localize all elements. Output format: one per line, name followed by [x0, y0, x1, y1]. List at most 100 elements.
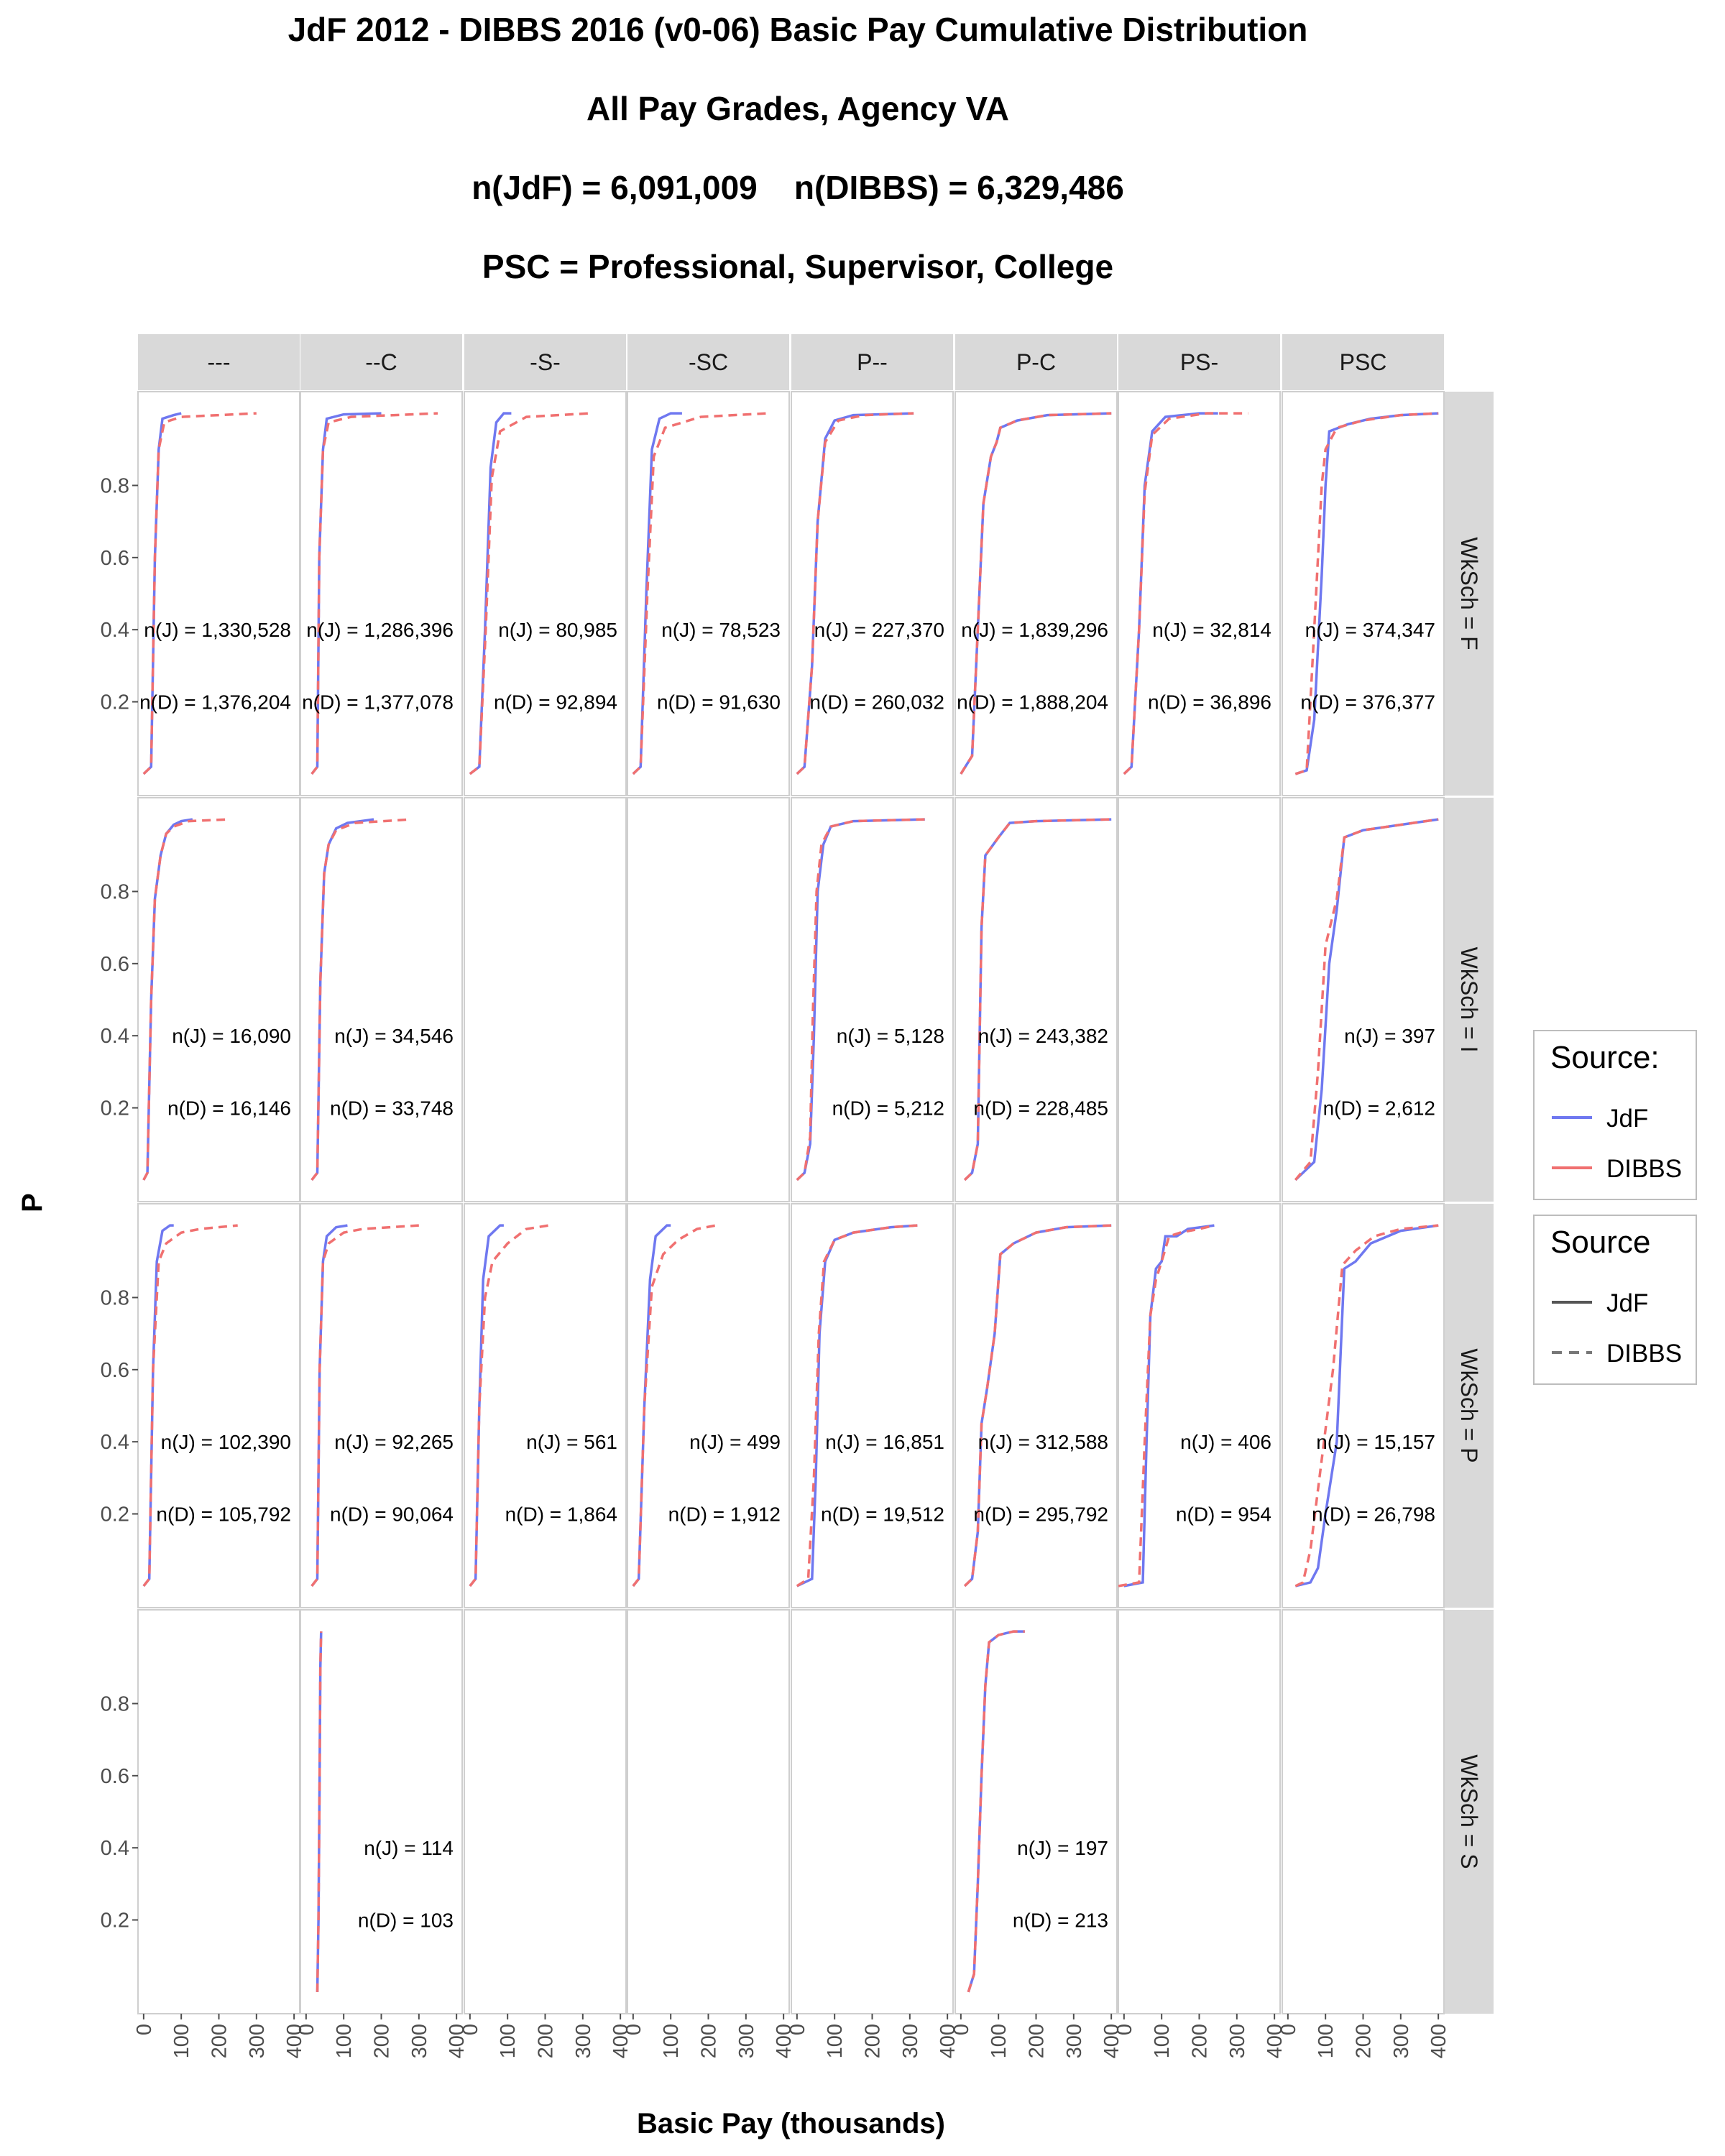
y-tick-label-3-2: 0.6 [101, 1765, 129, 1788]
col-strip-3 [627, 334, 789, 390]
n-dibbs-label-0-2: n(D) = 92,894 [494, 691, 617, 714]
n-jdf-label-2-0: n(J) = 102,390 [161, 1431, 291, 1453]
panel-3-6 [1118, 1609, 1281, 2014]
col-strip-label-4: P-- [857, 349, 888, 375]
dibbs-curve-3-1 [316, 1631, 323, 1992]
panel-0-7 [1282, 391, 1445, 796]
panel-0-2 [464, 391, 627, 796]
y-tick-label-2-0: 0.2 [101, 1503, 129, 1526]
x-tick-label-3-4: 400 [773, 2024, 796, 2058]
x-axis-title: Basic Pay (thousands) [637, 2108, 945, 2139]
n-jdf-label-0-2: n(J) = 80,985 [498, 619, 617, 641]
y-tick-label-3-1: 0.4 [101, 1837, 129, 1860]
n-jdf-label-0-5: n(J) = 1,839,296 [961, 619, 1108, 641]
y-tick-label-1-0: 0.2 [101, 1097, 129, 1120]
legend-line-swatch-dibbs [1552, 1351, 1592, 1354]
n-dibbs-label-1-4: n(D) = 5,212 [832, 1097, 944, 1120]
x-tick-label-1-1: 100 [333, 2024, 356, 2058]
panel-2-2 [464, 1203, 627, 1608]
panel-2-6 [1118, 1203, 1281, 1608]
panel-1-7 [1282, 797, 1445, 1202]
x-tick-label-4-1: 100 [824, 2024, 847, 2058]
dibbs-curve-3-5 [967, 1630, 1025, 1993]
dibbs-curve-1-0 [142, 818, 231, 1181]
y-tick-label-0-1: 0.4 [101, 619, 129, 642]
x-tick-label-1-4: 400 [446, 2024, 469, 2058]
col-strip-6 [1118, 334, 1280, 390]
panel-3-0 [137, 1609, 300, 2014]
y-tick-label-3-0: 0.2 [101, 1909, 129, 1932]
x-tick-label-7-2: 200 [1353, 2024, 1376, 2058]
panel-0-0 [137, 391, 300, 796]
dibbs-curve-2-5 [963, 1224, 1112, 1588]
row-strip-label-3: WkSch = S [1456, 1754, 1482, 1869]
panel-3-4 [791, 1609, 954, 2014]
legend-line-swatch-jdf [1552, 1301, 1592, 1304]
n-dibbs-label-0-0: n(D) = 1,376,204 [139, 691, 291, 714]
y-axis-title: P [17, 1193, 48, 1212]
panel-0-4 [791, 391, 954, 796]
n-jdf-label-3-1: n(J) = 114 [364, 1837, 454, 1859]
n-dibbs-label-0-3: n(D) = 91,630 [657, 691, 781, 714]
n-jdf-label-1-0: n(J) = 16,090 [172, 1025, 291, 1047]
n-jdf-label-0-6: n(J) = 32,814 [1152, 619, 1271, 641]
n-dibbs-label-2-5: n(D) = 295,792 [973, 1503, 1108, 1526]
x-tick-label-0-3: 300 [246, 2024, 269, 2058]
n-dibbs-label-1-1: n(D) = 33,748 [330, 1097, 454, 1120]
x-tick-label-0-2: 200 [208, 2024, 231, 2058]
legend-color-title: Source: [1550, 1040, 1660, 1075]
legend-color-swatch-jdf [1552, 1116, 1592, 1119]
x-tick-label-6-2: 200 [1189, 2024, 1212, 2058]
legend-color-item-dibbs: DIBBS [1549, 1153, 1693, 1183]
x-tick-label-2-4: 400 [610, 2024, 632, 2058]
panel-3-2 [464, 1609, 627, 2014]
legend-color-label-dibbs: DIBBS [1606, 1155, 1683, 1183]
panel-2-4 [791, 1203, 954, 1608]
n-jdf-label-2-5: n(J) = 312,588 [978, 1431, 1108, 1453]
n-dibbs-label-1-7: n(D) = 2,612 [1323, 1097, 1435, 1120]
panel-1-0 [137, 797, 300, 1202]
panel-1-6 [1118, 797, 1281, 1202]
n-dibbs-label-0-6: n(D) = 36,896 [1148, 691, 1271, 714]
col-strip-label-1: --C [365, 349, 397, 375]
x-tick-label-2-3: 300 [572, 2024, 595, 2058]
x-tick-label-1-2: 200 [371, 2024, 394, 2058]
n-jdf-label-0-0: n(J) = 1,330,528 [144, 619, 291, 641]
dibbs-curve-2-0 [142, 1224, 238, 1587]
x-tick-label-6-0: 0 [1113, 2024, 1136, 2035]
panel-1-1 [300, 797, 463, 1202]
n-jdf-label-1-4: n(J) = 5,128 [837, 1025, 944, 1047]
legend-color-swatch-dibbs [1552, 1166, 1592, 1169]
n-dibbs-label-1-0: n(D) = 16,146 [167, 1097, 291, 1120]
legend-color-item-jdf: JdF [1549, 1103, 1693, 1133]
n-jdf-label-3-5: n(J) = 197 [1017, 1837, 1108, 1859]
n-dibbs-label-0-7: n(D) = 376,377 [1300, 691, 1435, 714]
n-jdf-label-2-7: n(J) = 15,157 [1316, 1431, 1435, 1453]
dibbs-curve-2-7 [1294, 1224, 1439, 1588]
col-strip-label-7: PSC [1340, 349, 1387, 375]
x-tick-label-1-3: 300 [408, 2024, 431, 2058]
n-jdf-label-0-4: n(J) = 227,370 [814, 619, 944, 641]
legend-color-label-jdf: JdF [1606, 1105, 1649, 1133]
n-jdf-label-0-1: n(J) = 1,286,396 [306, 619, 454, 641]
jdf-curve-2-6 [1123, 1224, 1215, 1588]
y-tick-label-2-3: 0.8 [101, 1286, 129, 1309]
col-strip-label-5: P-C [1016, 349, 1056, 375]
x-tick-label-7-1: 100 [1315, 2024, 1338, 2058]
y-tick-label-0-3: 0.8 [101, 474, 129, 497]
x-tick-label-0-1: 100 [170, 2024, 193, 2058]
panel-3-7 [1282, 1609, 1445, 2014]
n-jdf-label-2-6: n(J) = 406 [1180, 1431, 1271, 1453]
n-dibbs-label-3-5: n(D) = 213 [1013, 1909, 1108, 1932]
panel-1-2 [464, 797, 627, 1202]
dibbs-curve-1-4 [796, 818, 925, 1181]
col-strip-label-6: PS- [1180, 349, 1218, 375]
jdf-curve-2-3 [632, 1224, 671, 1587]
col-strip-label-3: -SC [689, 349, 728, 375]
row-strip-1 [1445, 798, 1494, 1202]
n-dibbs-label-0-4: n(D) = 260,032 [809, 691, 944, 714]
n-jdf-label-2-3: n(J) = 499 [689, 1431, 781, 1453]
legend-source-linetype: Source JdF DIBBS [1533, 1215, 1697, 1385]
x-tick-label-1-0: 0 [295, 2024, 318, 2035]
row-strip-label-2: WkSch = P [1456, 1348, 1482, 1462]
